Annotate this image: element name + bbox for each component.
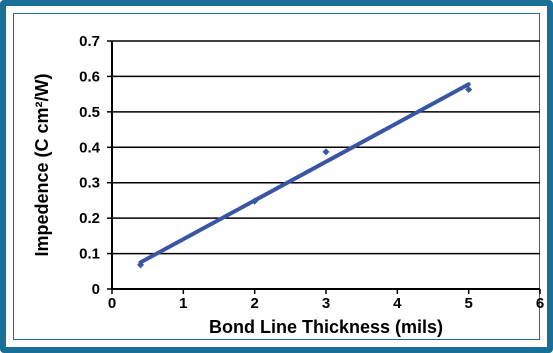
data-points (137, 86, 473, 269)
x-tick-label: 1 (179, 295, 187, 312)
data-point (137, 261, 145, 269)
x-tick-label: 6 (536, 295, 544, 312)
trendline (138, 82, 471, 265)
x-tick-label: 2 (250, 295, 258, 312)
data-point (251, 197, 259, 205)
y-tick-label: 0.2 (79, 210, 100, 227)
y-tick-label: 0.5 (79, 104, 100, 121)
y-tick-label: 0.7 (79, 33, 100, 50)
y-tick-label: 0 (92, 281, 100, 298)
x-ticks: 0 1 2 3 4 5 6 (108, 289, 544, 312)
x-tick-label: 0 (108, 295, 116, 312)
x-tick-label: 4 (393, 295, 402, 312)
chart-inner-border (13, 13, 540, 340)
y-tick-label: 0.4 (79, 139, 101, 156)
y-axis-title: Impedence (C cm²/W) (32, 73, 52, 256)
y-tick-label: 0.1 (79, 246, 100, 263)
data-point (465, 86, 473, 94)
x-tick-label: 3 (322, 295, 330, 312)
x-axis-title: Bond Line Thickness (mils) (209, 317, 443, 337)
y-tick-label: 0.6 (79, 68, 100, 85)
y-tick-label: 0.3 (79, 175, 100, 192)
data-point (322, 148, 330, 156)
x-tick-label: 5 (464, 295, 472, 312)
y-ticks: 0 0.1 0.2 0.3 0.4 0.5 0.6 0.7 (79, 33, 112, 298)
gridlines (112, 40, 540, 255)
